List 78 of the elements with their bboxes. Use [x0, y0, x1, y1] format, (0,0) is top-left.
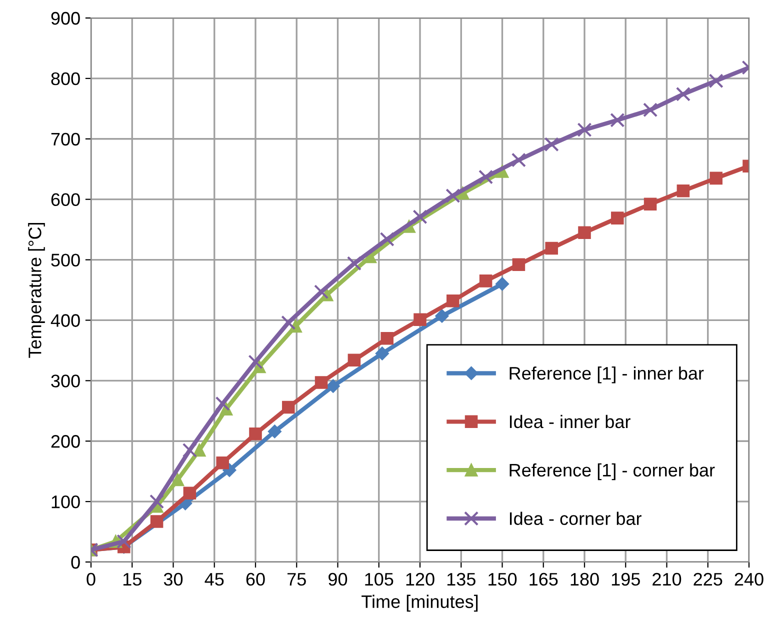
point	[611, 212, 624, 224]
y-tick-label: 300	[51, 374, 80, 388]
point	[643, 102, 658, 118]
x-tick-label: 60	[246, 572, 265, 586]
point	[346, 256, 362, 271]
point	[578, 226, 591, 239]
point	[116, 534, 132, 549]
y-axis-title: Temperature [°C]	[28, 222, 45, 358]
point	[150, 515, 164, 528]
x-tick-label: 120	[406, 572, 434, 586]
x-tick-label: 0	[86, 572, 96, 586]
point	[192, 444, 206, 457]
point	[268, 424, 282, 438]
legend-label: Idea - inner bar	[510, 414, 630, 428]
x-tick-label: 45	[204, 573, 224, 586]
point	[171, 473, 184, 486]
y-tick-label: 0	[71, 556, 80, 569]
point	[544, 137, 559, 152]
x-tick-label: 105	[365, 572, 394, 586]
x-tick-label: 75	[288, 573, 306, 586]
y-tick-label: 700	[51, 132, 80, 146]
point	[446, 294, 460, 308]
point	[610, 112, 625, 128]
y-tick-label: 900	[51, 12, 80, 25]
point	[676, 86, 690, 102]
point	[375, 346, 389, 360]
point	[150, 494, 164, 509]
x-tick-label: 135	[447, 572, 476, 586]
point	[281, 315, 296, 330]
x-tick-label: 210	[652, 572, 682, 586]
point	[380, 332, 394, 345]
x-tick-label: 165	[530, 572, 558, 586]
point	[511, 152, 526, 168]
point	[446, 188, 460, 203]
y-tick-label: 600	[51, 193, 80, 206]
legend-label: Reference [1] - inner bar	[510, 366, 704, 384]
point	[708, 74, 724, 88]
point	[348, 354, 361, 367]
y-tick-label: 800	[51, 72, 80, 86]
point	[414, 313, 426, 326]
point	[435, 309, 449, 323]
point	[289, 320, 302, 333]
point	[512, 258, 526, 272]
x-tick-label: 240	[734, 572, 764, 586]
x-tick-label: 195	[612, 572, 640, 586]
point	[314, 284, 329, 300]
point	[326, 379, 340, 393]
point	[249, 427, 262, 440]
x-axis-title: Time [minutes]	[362, 594, 478, 612]
y-tick-label: 200	[51, 435, 80, 448]
point	[412, 210, 428, 224]
point	[248, 354, 263, 370]
point	[710, 172, 722, 185]
x-tick-label: 150	[488, 572, 517, 586]
x-tick-label: 30	[164, 572, 183, 586]
point	[314, 376, 328, 389]
point	[183, 486, 196, 500]
point	[478, 170, 494, 184]
y-tick-label: 100	[52, 495, 80, 508]
point	[479, 274, 492, 288]
point	[215, 396, 230, 411]
legend-label: Reference [1] - corner bar	[510, 463, 715, 480]
point	[380, 232, 394, 247]
x-tick-label: 225	[694, 572, 722, 586]
y-tick-label: 500	[51, 254, 80, 266]
point	[577, 122, 592, 138]
point	[676, 184, 690, 198]
point	[282, 400, 295, 414]
y-tick-label: 400	[50, 314, 80, 327]
legend-label: Idea - corner bar	[510, 512, 642, 526]
point	[216, 456, 229, 470]
point	[496, 277, 509, 291]
x-tick-label: 15	[123, 573, 142, 586]
point	[545, 242, 558, 255]
x-tick-label: 90	[328, 572, 348, 586]
x-tick-label: 180	[570, 572, 599, 586]
point	[182, 442, 197, 458]
point	[644, 198, 657, 211]
